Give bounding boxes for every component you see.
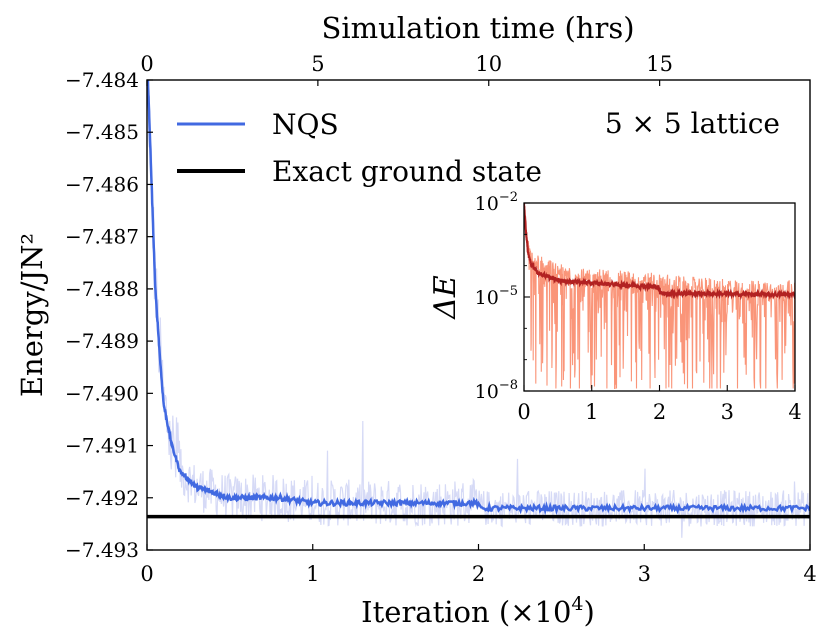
x-tick-label: 4 <box>803 562 816 586</box>
x-axis-label-close: ) <box>584 595 595 629</box>
inset-x-tick-label: 2 <box>653 400 666 424</box>
top-x-tick-label: 10 <box>475 52 502 76</box>
top-x-tick-label: 5 <box>311 52 324 76</box>
inset-y-axis-label: ΔE <box>428 275 463 320</box>
y-tick-label: −7.485 <box>65 120 139 144</box>
y-tick-label: −7.491 <box>65 434 139 458</box>
inset-x-tick-label: 0 <box>517 400 530 424</box>
y-tick-label: −7.487 <box>65 225 139 249</box>
x-tick-label: 0 <box>140 562 153 586</box>
y-tick-label: −7.486 <box>65 172 139 196</box>
top-x-tick-label: 0 <box>140 52 153 76</box>
inset-y-tick-label: 10−2 <box>475 190 518 215</box>
lattice-annotation: 5 × 5 lattice <box>605 107 780 140</box>
x-tick-label: 3 <box>638 562 651 586</box>
legend-label-exact: Exact ground state <box>272 155 542 188</box>
delta-e-raw-line <box>524 206 795 390</box>
y-tick-label: −7.492 <box>65 486 139 510</box>
x-axis-label: Iteration (×104) <box>361 593 595 629</box>
y-tick-label: −7.493 <box>65 538 139 562</box>
legend-label-nqs: NQS <box>272 108 339 141</box>
y-tick-label: −7.488 <box>65 277 139 301</box>
inset-x-tick-label: 3 <box>721 400 734 424</box>
x-axis-label-main: Iteration (×10 <box>361 595 571 629</box>
legend: NQS Exact ground state <box>177 108 542 188</box>
y-tick-label: −7.490 <box>65 381 139 405</box>
top-x-tick-label: 15 <box>646 52 673 76</box>
top-axis-label: Simulation time (hrs) <box>321 11 634 45</box>
inset-y-tick-label: 10−5 <box>475 284 518 309</box>
delta-e-smoothed-line <box>524 203 795 301</box>
y-axis-label: Energy/JN² <box>15 233 49 397</box>
x-tick-label: 2 <box>472 562 485 586</box>
inset-y-tick-label: 10−8 <box>475 378 518 403</box>
inset-axes: 10−2 10−5 10−80 1 2 3 4 <box>475 190 802 424</box>
nqs-line <box>147 80 810 516</box>
inset-x-tick-label: 1 <box>585 400 598 424</box>
x-tick-label: 1 <box>306 562 319 586</box>
inset-x-tick-label: 4 <box>788 400 801 424</box>
x-axis-label-exponent: 4 <box>571 593 583 615</box>
y-tick-label: −7.484 <box>65 68 139 92</box>
main-axes: −7.484 −7.485 −7.486 −7.487 −7.488 −7.489 −7.4… <box>65 52 817 586</box>
y-tick-label: −7.489 <box>65 329 139 353</box>
